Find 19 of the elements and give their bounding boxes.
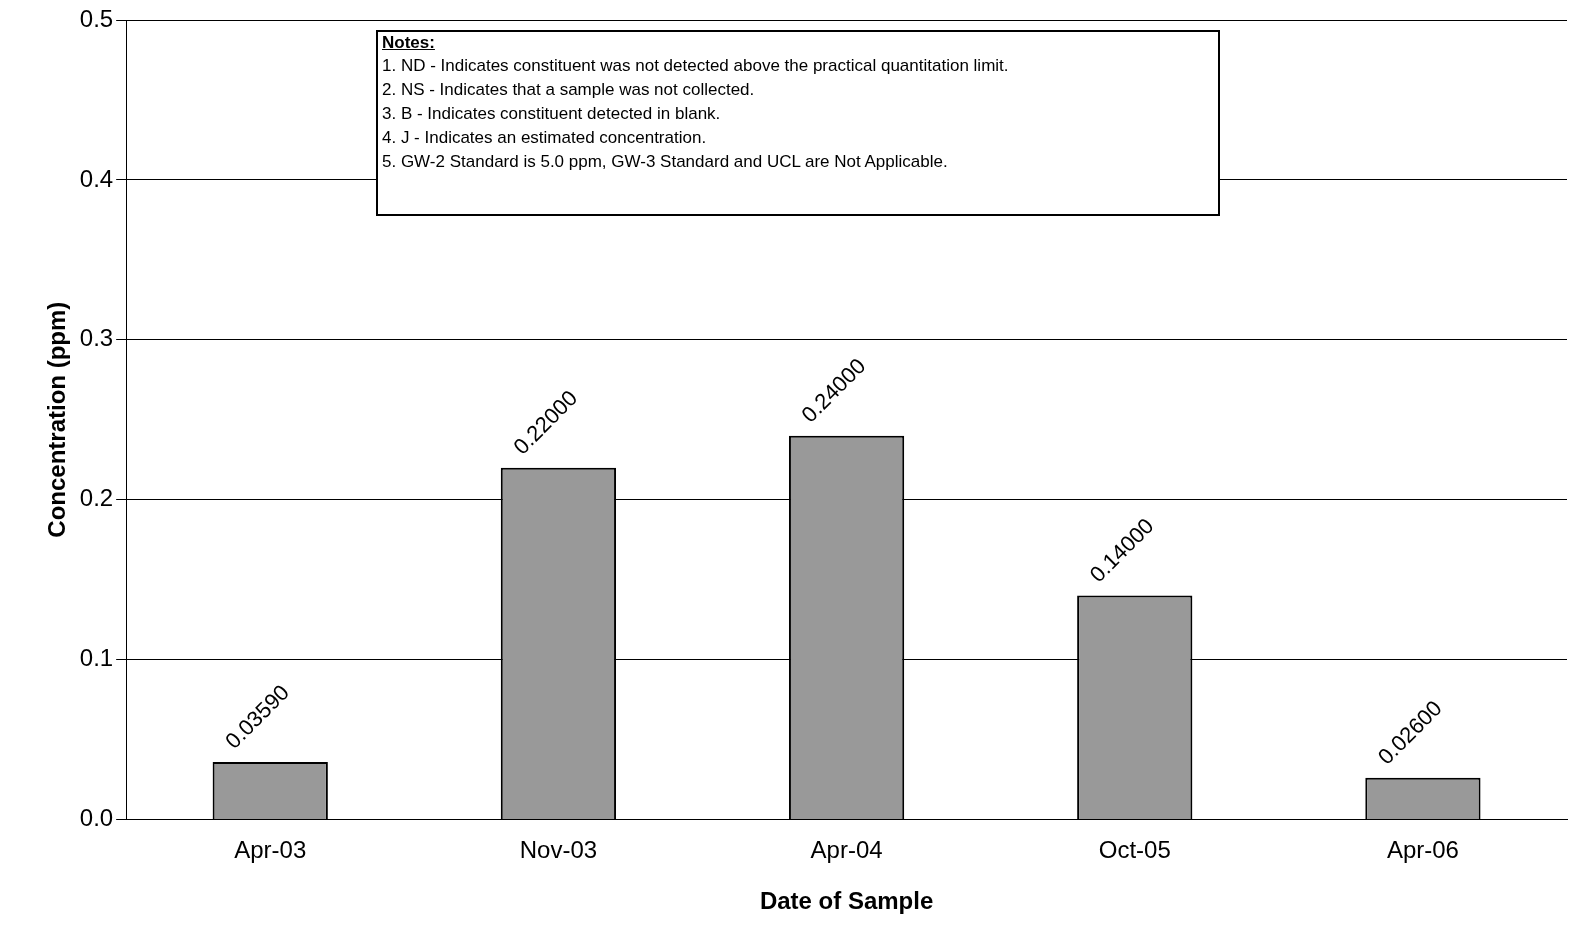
y-tick-label: 0.3 [79,324,114,352]
x-tick-label: Oct-05 [1098,836,1171,864]
y-tick-label: 0.0 [79,804,114,832]
y-tick-label: 0.5 [79,4,114,32]
y-tick-label: 0.2 [79,484,114,512]
x-tick-label: Nov-03 [519,836,598,864]
x-axis-title: Date of Sample [759,887,934,915]
annotation: 3. B - Indicates constituent detected in blank. [382,103,722,125]
annotation: 4. J - Indicates an estimated concentration. [382,127,708,149]
x-tick-label: Apr-03 [234,836,307,864]
annotation: 5. GW-2 Standard is 5.0 ppm, GW-3 Standard and UCL are Not Applicable. [382,151,949,173]
y-axis-title: Concentration (ppm) [43,301,71,538]
annotation: 1. ND - Indicates constituent was not detected above the practical quantitation limit. [382,55,1010,77]
annotation: 2. NS - Indicates that a sample was not collected. [382,79,756,101]
y-tick-label: 0.4 [79,164,114,192]
x-tick-label: Apr-06 [1386,836,1459,864]
x-tick-label: Apr-04 [810,836,883,864]
annotation: Notes: [382,32,436,54]
y-tick-label: 0.1 [79,644,114,672]
